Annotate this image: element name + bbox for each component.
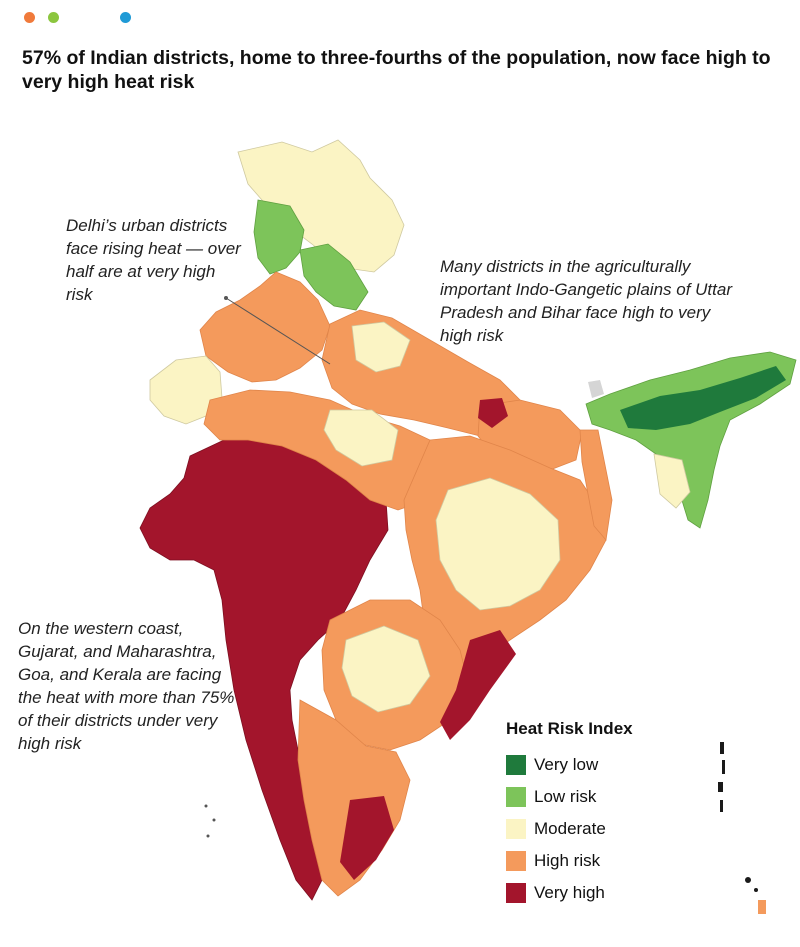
legend-swatch-very-low — [506, 755, 526, 775]
region-ne-moderate — [653, 453, 691, 509]
western-coast-annotation: On the western coast, Gujarat, and Mahar… — [18, 619, 235, 753]
legend-swatch-high — [506, 851, 526, 871]
legend-label: High risk — [534, 851, 601, 870]
lakshadweep-islands — [204, 804, 216, 838]
legend-swatch-low — [506, 787, 526, 807]
region-west-bengal — [579, 429, 613, 541]
legend-swatch-moderate — [506, 819, 526, 839]
region-assam-very-low — [620, 366, 786, 430]
region-himachal — [253, 199, 305, 275]
page-title: 57% of Indian districts, home to three-f… — [22, 47, 771, 93]
region-chhattisgarh-moderate — [435, 477, 561, 611]
delhi-annotation: Delhi’s urban districts face rising heat… — [66, 216, 241, 304]
region-deccan-moderate — [341, 625, 431, 713]
blue-dot — [120, 12, 131, 23]
nicobar-island — [758, 900, 766, 914]
region-no-data — [588, 380, 604, 398]
legend-label: Low risk — [534, 787, 597, 806]
andaman-islands — [718, 742, 758, 892]
region-mp-moderate — [323, 409, 399, 467]
orange-dot — [24, 12, 35, 23]
legend-item: Low risk — [506, 781, 706, 813]
green-dot — [48, 12, 59, 23]
region-andhra-coast — [440, 630, 516, 740]
gangetic-annotation: Many districts in the agriculturally imp… — [440, 257, 732, 345]
legend-swatch-very-high — [506, 883, 526, 903]
legend-item: Moderate — [506, 813, 706, 845]
region-uttarakhand — [299, 243, 369, 311]
delhi-pointer — [225, 297, 331, 365]
legend-item: Very low — [506, 749, 706, 781]
region-northwest — [199, 271, 331, 383]
legend-label: Moderate — [534, 819, 606, 838]
legend-item: Very high — [506, 877, 706, 909]
legend-title: Heat Risk Index — [506, 719, 633, 738]
delhi-pointer-dot — [224, 296, 228, 300]
legend-label: Very high — [534, 883, 605, 902]
region-bihar-very-high — [478, 398, 508, 428]
region-tamil-nadu — [340, 796, 394, 880]
region-up-moderate — [351, 321, 411, 373]
legend-label: Very low — [534, 755, 599, 774]
legend-item: High risk — [506, 845, 706, 877]
legend: Heat Risk Index Very low Low risk Modera… — [506, 719, 706, 909]
